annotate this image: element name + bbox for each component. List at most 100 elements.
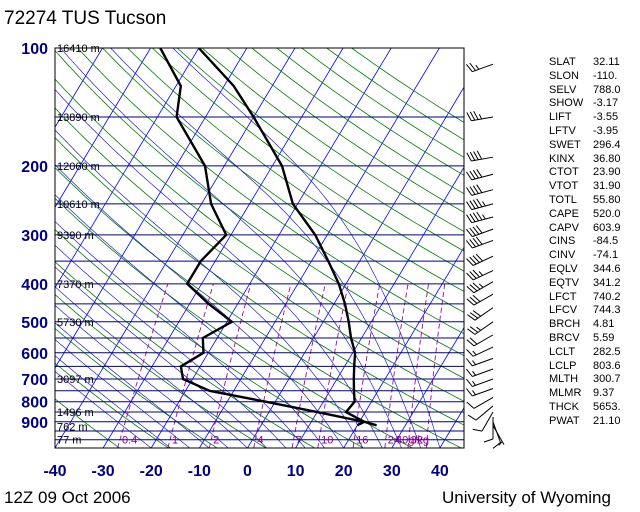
height-label: 7370 m [57,279,94,291]
index-value: -3.17 [593,97,619,110]
wind-barb-flag [472,212,479,222]
dry-adiabat-line [55,107,464,402]
index-value: -3.55 [593,111,619,124]
moist-adiabat-line [55,194,325,448]
index-name: BRCV [549,331,580,344]
wind-barb-flag [466,187,473,196]
wind-barb [466,169,494,181]
wind-barb-flag [466,152,472,162]
temperature-tick-label: 0 [243,463,252,480]
index-name: SLAT [549,56,576,68]
mixing-ratio-line [208,283,252,448]
wind-barb-flag [466,358,473,367]
wind-barb-shaft [471,173,494,181]
dry-adiabat-line [55,261,315,448]
index-value: 21.10 [593,414,621,427]
wind-barb-shaft [473,396,494,409]
index-row: MLTH 300.7 [549,373,639,387]
wind-barb-flag [469,239,476,248]
index-value: 55.80 [593,193,621,206]
wind-barb-flag [476,184,483,193]
moist-adiabat-line [55,355,171,448]
wind-barb-flag [469,296,478,304]
isotherm-line [55,48,200,289]
wind-barb [466,357,494,367]
wind-barb-flag [473,110,479,120]
index-name: MLMR [549,387,582,400]
index-row: KINX 36.80 [549,153,639,167]
dry-adiabat-line [77,48,464,335]
station-title: 72274 TUS Tucson [4,8,167,29]
index-value: 603.9 [593,221,621,234]
height-label: 5730 m [57,317,94,329]
mixing-ratio-label: 10 [321,435,333,447]
indices-table: SLAT 32.11 SLON -110. SELV 788.0 SHOW -3.17 LIFT… [549,56,639,429]
wind-barb-flag [469,62,476,71]
isotherm-line [295,166,464,448]
index-row: TOTL 55.80 [549,194,639,208]
moist-adiabat-line [55,304,229,448]
wind-barb-shaft [472,63,494,73]
index-row: CTOT 23.90 [549,166,639,180]
mixing-ratio-line [253,283,292,448]
index-name: CINV [549,249,576,262]
wind-barb-flag [466,298,475,306]
wind-barb-flag [466,171,473,181]
index-row: LFCT 740.2 [549,291,639,305]
wind-barb-flag [492,442,501,449]
wind-barb-half-flag [476,326,482,331]
index-name: VTOT [549,180,579,193]
wind-barb [492,425,505,446]
wind-barb-flag [469,186,476,195]
wind-barb [492,421,501,449]
index-row: MLMR 9.37 [549,387,639,401]
wind-barb-flag [466,339,475,347]
wind-barb [472,411,494,432]
wind-barb [466,150,494,162]
wind-barb-shaft [471,189,494,196]
index-value: 23.90 [593,166,621,179]
dry-adiabat-line [152,48,464,272]
moist-adiabat-line [55,266,267,448]
wind-barb-flag [472,169,479,179]
height-label: 762 m [57,421,88,433]
pressure-tick-label: 600 [21,346,48,363]
index-name: MLTH [549,373,579,386]
wind-barb-flag [466,378,473,387]
mixing-ratio-line [167,283,214,448]
mixing-ratio-line [291,283,326,448]
index-name: SWET [549,138,581,151]
index-value: -84.5 [593,235,619,248]
temperature-tick-label: -20 [140,463,163,480]
mixing-ratio-label: 16 [356,435,368,447]
index-row: CAPV 603.9 [549,222,639,236]
index-value: -110. [593,69,618,82]
wind-barb-flag [466,63,473,73]
index-value: -74.1 [593,249,619,262]
index-row: LCLP 803.6 [549,360,639,374]
wind-barb-flag [469,111,476,121]
isotherm-line [55,48,296,448]
wind-barb-flag [472,185,479,194]
temperature-tick-label: 30 [383,463,401,480]
wind-barb-flag [466,349,474,357]
height-label: 13890 m [57,112,100,124]
index-value: 5.59 [593,331,615,344]
index-row: SWET 296.4 [549,139,639,153]
index-value: 9.37 [593,387,615,400]
dewpoint-profile [159,48,368,427]
wind-barb-flag [472,428,483,432]
wind-barb [466,346,494,357]
mixing-ratio-label: 2 [213,435,219,447]
moist-adiabat-line [60,48,402,448]
mixing-ratio-line [425,283,446,448]
pressure-tick-label: 300 [21,228,48,245]
index-value: 5653. [593,400,621,413]
index-row: LCLT 282.5 [549,346,639,360]
wind-barb-flag [472,294,481,302]
credit-label: University of Wyoming [442,488,611,507]
wind-barb-half-flag [472,350,477,356]
height-label: 77 m [57,435,81,447]
wind-barb-flag [472,226,480,235]
